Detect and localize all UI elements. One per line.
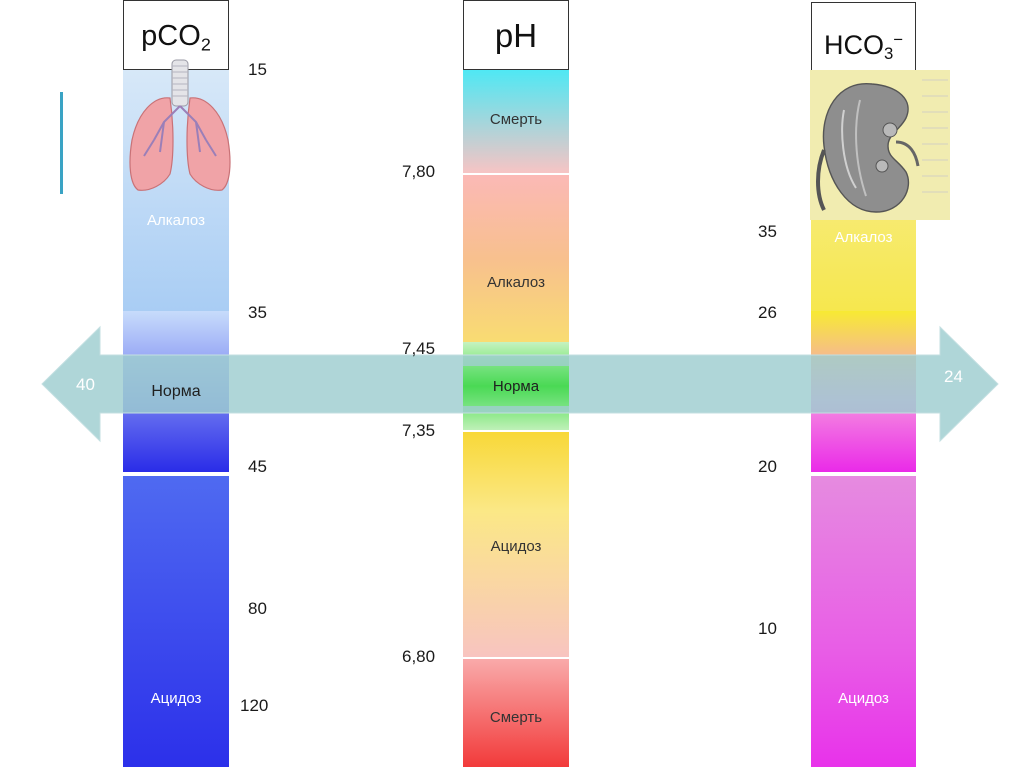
ph-zone-norm: Норма: [492, 378, 540, 395]
pco2-header-main: pCO: [141, 20, 201, 52]
hco3-header-sub: 3: [883, 44, 894, 64]
ph-bar-acidosis: [463, 432, 569, 657]
pco2-tick-80: 80: [248, 599, 267, 618]
ph-zone-death-bottom: Смерть: [489, 709, 543, 726]
hco3-bar-acidosis: [811, 476, 916, 767]
pco2-tick-45: 45: [248, 457, 267, 476]
ph-zone-alkalosis: Алкалоз: [487, 274, 545, 291]
hco3-tick-20: 20: [758, 457, 777, 476]
ph-tick-7-80: 7,80: [402, 162, 436, 181]
pco2-zone-alkalosis: Алкалоз: [147, 212, 205, 229]
pco2-zone-norm: Норма: [151, 383, 201, 400]
ph-header-text: pH: [494, 17, 538, 54]
ph-zone-death-top: Смерть: [489, 111, 543, 128]
ph-bar-death-bottom: [463, 659, 569, 767]
arrow-left-value: 40: [76, 375, 95, 394]
hco3-header: HCO3−: [811, 2, 916, 72]
ph-bar-death-top: [463, 70, 569, 173]
ph-tick-6-80: 6,80: [402, 647, 436, 666]
hco3-tick-35: 35: [758, 222, 777, 241]
pco2-tick-35: 35: [248, 303, 267, 322]
hco3-zone-alkalosis: Алкалоз: [834, 229, 893, 246]
hco3-header-main: HCO: [823, 30, 884, 61]
arrow-right-value: 24: [944, 367, 963, 386]
hco3-zone-acidosis: Ацидоз: [838, 690, 889, 707]
pco2-tick-15: 15: [248, 60, 267, 79]
hco3-tick-26: 26: [758, 303, 777, 322]
decorative-bar: [60, 92, 63, 194]
ph-tick-7-45: 7,45: [402, 339, 436, 358]
pco2-header-sub: 2: [200, 34, 211, 55]
lungs-icon: [129, 59, 231, 191]
pco2-bar-acidosis: [123, 476, 229, 767]
hco3-tick-10: 10: [758, 619, 777, 638]
ph-norm-highlight: [463, 366, 569, 406]
ph-tick-7-35: 7,35: [402, 421, 436, 440]
pco2-zone-acidosis: Ацидоз: [150, 690, 202, 707]
ph-bar-alkalosis: [463, 175, 569, 342]
hco3-header-sup: −: [893, 30, 904, 49]
ph-zone-acidosis: Ацидоз: [490, 538, 542, 555]
pco2-tick-120: 120: [240, 696, 269, 715]
ph-header: pH: [463, 0, 569, 70]
pco2-header: pCO2: [123, 0, 229, 70]
kidney-icon: [810, 70, 950, 220]
